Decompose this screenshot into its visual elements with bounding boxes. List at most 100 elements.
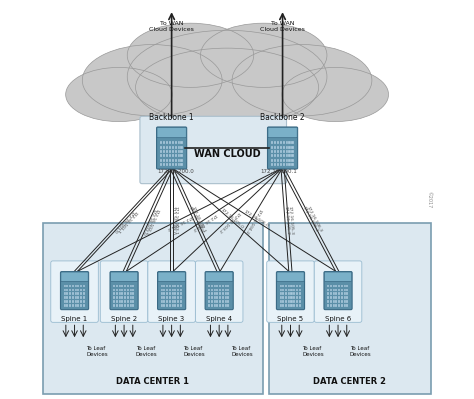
Bar (69, 284, 71, 287)
Bar (335, 284, 337, 287)
Bar (333, 288, 335, 291)
Bar (333, 296, 335, 299)
Bar (219, 296, 221, 299)
Bar (74, 288, 77, 291)
FancyBboxPatch shape (269, 223, 431, 394)
Bar (292, 154, 293, 157)
Bar (293, 300, 295, 303)
Bar (283, 284, 284, 287)
Bar (180, 300, 182, 303)
Bar (280, 288, 282, 291)
Bar (77, 296, 79, 299)
Text: 172.16.103.0: 172.16.103.0 (170, 206, 174, 235)
Bar (333, 304, 335, 307)
Bar (296, 292, 298, 295)
Bar (177, 304, 179, 307)
FancyBboxPatch shape (110, 272, 138, 281)
Bar (283, 292, 284, 295)
Text: 172.16.200.0: 172.16.200.0 (157, 169, 194, 174)
Bar (292, 141, 293, 144)
FancyBboxPatch shape (148, 261, 195, 322)
Text: 172.16.104.0: 172.16.104.0 (188, 205, 203, 233)
Bar (164, 304, 165, 307)
Ellipse shape (282, 67, 389, 122)
Bar (283, 163, 285, 166)
FancyBboxPatch shape (277, 272, 304, 281)
Bar (80, 292, 82, 295)
Bar (280, 154, 282, 157)
Bar (80, 304, 82, 307)
Bar (113, 292, 115, 295)
Bar (166, 163, 168, 166)
Bar (129, 284, 132, 287)
Bar (273, 150, 276, 153)
Bar (225, 284, 227, 287)
Bar (338, 292, 340, 295)
Text: Backbone 1: Backbone 1 (149, 113, 194, 122)
Bar (291, 284, 292, 287)
Bar (174, 163, 177, 166)
Bar (288, 296, 290, 299)
Bar (74, 292, 77, 295)
Bar (285, 288, 287, 291)
Bar (166, 150, 168, 153)
Bar (172, 288, 173, 291)
Text: To Leaf
Devices: To Leaf Devices (86, 346, 108, 357)
Bar (222, 292, 224, 295)
Bar (132, 304, 134, 307)
Bar (124, 288, 126, 291)
Bar (296, 284, 298, 287)
Bar (222, 304, 224, 307)
Bar (164, 292, 165, 295)
Bar (283, 158, 285, 162)
Bar (118, 292, 121, 295)
Text: Backbone 2: Backbone 2 (260, 113, 305, 122)
Bar (118, 284, 121, 287)
Bar (285, 154, 288, 157)
Bar (160, 141, 162, 144)
Bar (288, 288, 290, 291)
Text: 172.16.104.1: 172.16.104.1 (191, 205, 207, 233)
Bar (280, 304, 282, 307)
Bar (129, 304, 132, 307)
Bar (289, 150, 291, 153)
Bar (291, 292, 292, 295)
Bar (214, 300, 216, 303)
Bar (121, 292, 123, 295)
Text: 172.16.103.1: 172.16.103.1 (173, 206, 177, 235)
Bar (283, 288, 284, 291)
Bar (280, 292, 282, 295)
Bar (166, 300, 168, 303)
Bar (296, 288, 298, 291)
Bar (225, 288, 227, 291)
Bar (288, 292, 290, 295)
Bar (66, 304, 68, 307)
Bar (271, 158, 273, 162)
Bar (338, 304, 340, 307)
Bar (172, 284, 173, 287)
Bar (116, 284, 118, 287)
Bar (292, 163, 293, 166)
Bar (166, 146, 168, 149)
Bar (132, 284, 134, 287)
Bar (132, 300, 134, 303)
Bar (214, 292, 216, 295)
Bar (225, 292, 227, 295)
Bar (208, 304, 210, 307)
Bar (160, 158, 162, 162)
Bar (181, 158, 182, 162)
Bar (217, 284, 219, 287)
Bar (178, 150, 180, 153)
Bar (116, 292, 118, 295)
Bar (228, 284, 229, 287)
Text: WAN CLOUD: WAN CLOUD (194, 149, 260, 159)
Bar (118, 300, 121, 303)
Text: 172.16.103.2: 172.16.103.2 (217, 210, 240, 233)
Bar (124, 304, 126, 307)
Bar (228, 296, 229, 299)
Bar (330, 304, 332, 307)
Bar (283, 141, 285, 144)
Bar (174, 300, 176, 303)
Bar (330, 292, 332, 295)
Bar (285, 284, 287, 287)
